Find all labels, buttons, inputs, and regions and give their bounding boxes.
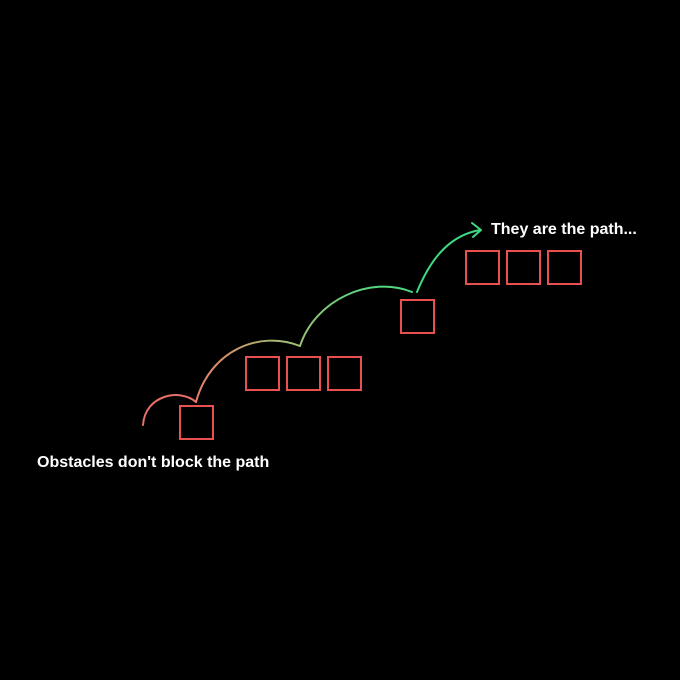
- obstacle-box: [506, 250, 541, 285]
- path-arc-3: [299, 285, 413, 347]
- path-arc-1: [142, 394, 197, 426]
- obstacle-group-4: [465, 250, 582, 285]
- obstacle-group-3: [400, 299, 435, 334]
- path-arc-2: [195, 339, 301, 403]
- obstacle-box: [400, 299, 435, 334]
- path-arc-4: [416, 229, 481, 293]
- obstacle-box: [179, 405, 214, 440]
- obstacle-group-1: [179, 405, 214, 440]
- end-caption: They are the path...: [491, 221, 637, 238]
- obstacle-box: [286, 356, 321, 391]
- obstacle-box: [547, 250, 582, 285]
- obstacle-box: [327, 356, 362, 391]
- obstacle-box: [245, 356, 280, 391]
- obstacle-box: [465, 250, 500, 285]
- arrow-head-icon: [471, 222, 482, 238]
- start-caption: Obstacles don't block the path: [37, 454, 270, 471]
- obstacle-group-2: [245, 356, 362, 391]
